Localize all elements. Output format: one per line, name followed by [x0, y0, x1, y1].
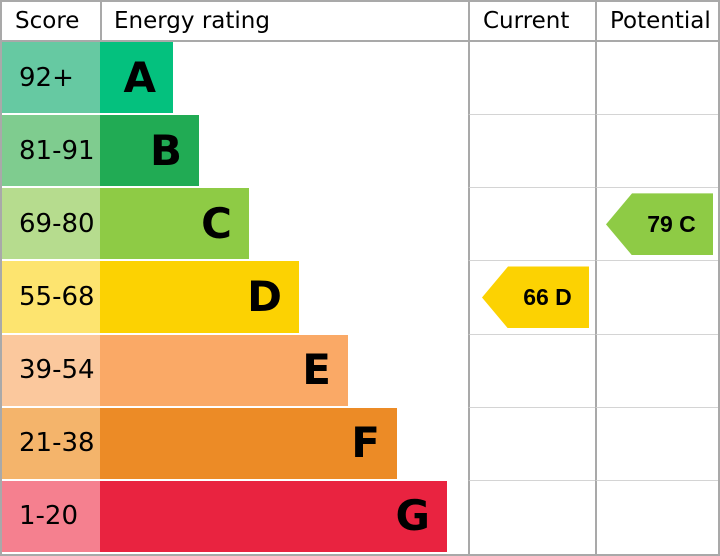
chart-header: Score Energy rating Current Potential	[2, 2, 718, 42]
potential-column-cell	[595, 115, 718, 189]
band-row: 69-80 C 79 C	[2, 188, 718, 262]
potential-column-cell	[595, 42, 718, 116]
potential-rating-label: 79 C	[647, 210, 696, 237]
potential-column-cell: 79 C	[595, 188, 718, 262]
current-column-cell	[468, 42, 595, 116]
band-letter: A	[123, 52, 156, 102]
current-column-cell	[468, 334, 595, 408]
band-bar-area: B	[100, 115, 468, 189]
band-letter: F	[351, 418, 380, 468]
score-range-cell: 69-80	[2, 188, 100, 262]
band-letter: G	[395, 491, 430, 541]
header-potential: Potential	[595, 2, 718, 40]
band-bar: F	[100, 407, 397, 481]
band-bar-area: C	[100, 188, 468, 262]
score-range-cell: 55-68	[2, 261, 100, 335]
band-letter: B	[149, 125, 182, 175]
band-row: 39-54 E	[2, 334, 718, 408]
band-letter: D	[247, 271, 282, 321]
band-bar-area: E	[100, 334, 468, 408]
band-bar-area: A	[100, 42, 468, 116]
current-column-cell	[468, 188, 595, 262]
potential-column-cell	[595, 261, 718, 335]
current-column-cell: 66 D	[468, 261, 595, 335]
band-bar-area: G	[100, 480, 468, 554]
band-bar: C	[100, 188, 249, 262]
current-rating-arrow: 66 D	[482, 266, 589, 329]
potential-column-cell	[595, 480, 718, 554]
current-column-cell	[468, 407, 595, 481]
potential-column-cell	[595, 334, 718, 408]
score-range-cell: 1-20	[2, 480, 100, 554]
score-range-cell: 92+	[2, 42, 100, 116]
band-letter: C	[201, 198, 232, 248]
band-row: 55-68 D 66 D	[2, 261, 718, 335]
potential-column-cell	[595, 407, 718, 481]
band-row: 21-38 F	[2, 407, 718, 481]
header-energy-rating: Energy rating	[100, 2, 468, 40]
score-range-cell: 81-91	[2, 115, 100, 189]
current-column-cell	[468, 480, 595, 554]
score-range-cell: 21-38	[2, 407, 100, 481]
band-row: 92+ A	[2, 42, 718, 116]
band-bar: B	[100, 115, 199, 189]
chart-body: 92+ A 81-91 B 69-80 C 79 C 55-68	[2, 42, 718, 554]
band-bar: G	[100, 480, 447, 554]
band-row: 81-91 B	[2, 115, 718, 189]
band-bar: A	[100, 42, 173, 116]
band-letter: E	[302, 345, 331, 395]
band-bar: D	[100, 261, 299, 335]
band-bar-area: F	[100, 407, 468, 481]
current-column-cell	[468, 115, 595, 189]
band-bar: E	[100, 334, 348, 408]
header-current: Current	[468, 2, 595, 40]
band-bar-area: D	[100, 261, 468, 335]
potential-rating-arrow: 79 C	[606, 193, 713, 256]
current-rating-label: 66 D	[523, 283, 572, 310]
band-row: 1-20 G	[2, 480, 718, 554]
score-range-cell: 39-54	[2, 334, 100, 408]
header-score: Score	[15, 8, 80, 34]
